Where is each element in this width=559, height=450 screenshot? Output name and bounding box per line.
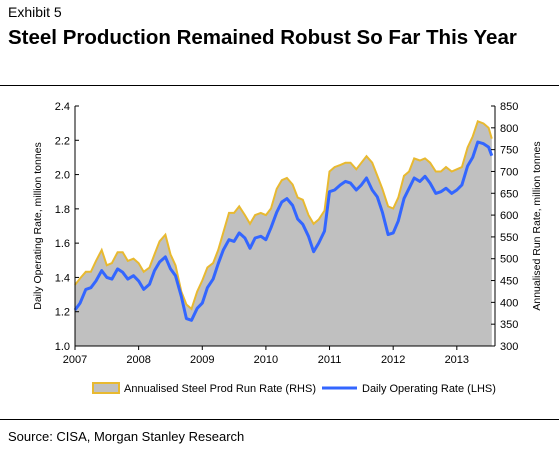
bottom-rule (0, 419, 559, 420)
x-tick-label: 2008 (126, 354, 150, 366)
x-tick-label: 2011 (318, 354, 342, 366)
y-right-tick-label: 650 (500, 188, 518, 200)
y-left-tick-label: 1.0 (55, 341, 70, 353)
x-tick-label: 2010 (254, 354, 278, 366)
y-right-tick-label: 800 (500, 123, 518, 135)
x-tick-label: 2012 (381, 354, 405, 366)
y-right-tick-label: 450 (500, 276, 518, 288)
legend-area-label: Annualised Steel Prod Run Rate (RHS) (124, 383, 316, 395)
y-right-tick-label: 600 (500, 210, 518, 222)
y-right-tick-label: 300 (500, 341, 518, 353)
y-right-axis-title: Annualised Run Rate, million tonnes (531, 141, 543, 310)
y-right-tick-label: 850 (500, 101, 518, 113)
source-note: Source: CISA, Morgan Stanley Research (8, 429, 245, 444)
y-right-tick-label: 700 (500, 166, 518, 178)
y-right-tick-label: 350 (500, 319, 518, 331)
legend-area-swatch (92, 382, 120, 394)
y-left-tick-label: 1.6 (55, 238, 70, 250)
chart-title: Steel Production Remained Robust So Far … (8, 26, 517, 49)
y-right-tick-label: 750 (500, 145, 518, 157)
legend-line-label: Daily Operating Rate (LHS) (362, 383, 496, 395)
operating-rate-line (73, 140, 494, 322)
y-left-tick-label: 1.2 (55, 307, 70, 319)
top-rule (0, 85, 559, 86)
y-left-axis-title: Daily Operating Rate, million tonnes (32, 142, 44, 310)
run-rate-area-edge (74, 119, 493, 311)
y-left-tick-label: 1.4 (55, 272, 70, 284)
y-right-tick-label: 400 (500, 297, 518, 309)
x-tick-label: 2007 (63, 354, 87, 366)
y-right-tick-label: 550 (500, 232, 518, 244)
y-left-tick-label: 2.0 (55, 170, 70, 182)
exhibit-label: Exhibit 5 (8, 4, 62, 20)
x-tick-label: 2009 (190, 354, 214, 366)
x-tick-label: 2013 (445, 354, 469, 366)
y-left-tick-label: 1.8 (55, 204, 70, 216)
y-left-tick-label: 2.2 (55, 135, 70, 147)
y-right-tick-label: 500 (500, 254, 518, 266)
run-rate-area (75, 121, 492, 346)
y-left-tick-label: 2.4 (55, 101, 70, 113)
